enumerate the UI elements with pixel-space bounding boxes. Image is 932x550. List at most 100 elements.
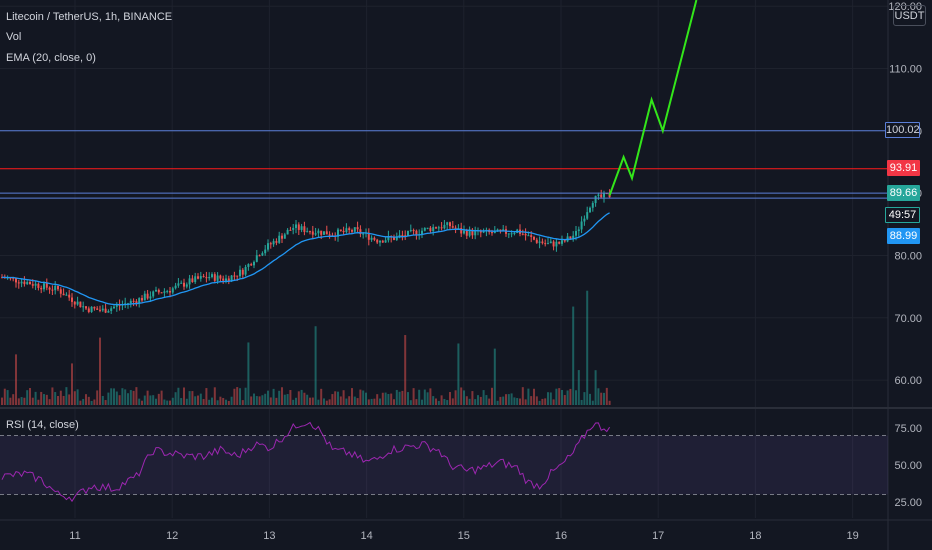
candle-body [258, 255, 261, 257]
candle-body [359, 229, 362, 235]
price-tick-label: 110.00 [889, 64, 922, 76]
candle-body [339, 229, 342, 231]
volume-bar [90, 400, 93, 405]
candle-body [533, 236, 535, 240]
volume-bar [281, 387, 283, 405]
volume-bar [107, 392, 110, 405]
volume-bar [292, 399, 295, 405]
candle-body [289, 229, 292, 231]
candle-body [356, 227, 359, 230]
candle-body [183, 282, 185, 287]
volume-bar [65, 387, 68, 405]
candle-body [362, 233, 365, 235]
volume-bar [435, 398, 437, 405]
candle-countdown-badge: 49:57 [885, 207, 920, 223]
candle-body [309, 231, 311, 233]
candle-body [373, 237, 376, 240]
projection-path[interactable] [608, 0, 698, 196]
volume-bar [205, 388, 208, 405]
currency-unit-button[interactable]: USDT [893, 5, 926, 26]
volume-bar [31, 397, 34, 405]
candle-body [381, 240, 384, 243]
volume-bar [155, 398, 157, 405]
volume-bar [48, 399, 51, 405]
candle-body [510, 233, 513, 235]
candle-body [603, 193, 605, 198]
volume-bar [202, 399, 205, 405]
volume-bar [169, 400, 171, 405]
candle-body [199, 276, 202, 279]
volume-bar [583, 392, 586, 405]
candle-body [43, 283, 45, 290]
candle-body [225, 278, 227, 281]
volume-bar [311, 397, 314, 405]
volume-bar [561, 389, 563, 405]
volume-bar [222, 397, 225, 405]
candle-body [152, 291, 155, 297]
candle-body [171, 288, 174, 293]
volume-bar [479, 396, 482, 405]
candle-body [561, 240, 563, 244]
candle-body [401, 234, 404, 236]
volume-bar [395, 389, 398, 405]
volume-bar [241, 400, 244, 405]
volume-bar [87, 396, 90, 405]
volume-bar [580, 399, 583, 405]
candle-body [594, 195, 597, 204]
volume-bar [351, 388, 353, 405]
volume-bar [600, 392, 603, 405]
volume-bar [37, 399, 40, 405]
candle-body [320, 230, 323, 235]
candle-body [563, 240, 566, 242]
volume-bar [160, 390, 163, 405]
volume-bar [603, 392, 605, 405]
candle-body [188, 278, 191, 285]
volume-bar [225, 399, 227, 405]
volume-bar [314, 326, 317, 405]
volume-bar [547, 392, 549, 405]
candle-body [379, 240, 381, 243]
price-tick-label: 70.00 [894, 313, 922, 325]
volume-bar [474, 399, 477, 405]
candle-body [409, 230, 412, 232]
candle-body [17, 282, 20, 284]
candle-body [367, 232, 370, 240]
ema-legend[interactable]: EMA (20, close, 0) [6, 52, 96, 64]
candle-body [544, 243, 547, 245]
volume-bar [401, 390, 404, 405]
volume-bar [398, 391, 401, 405]
volume-bar [468, 398, 471, 405]
candle-body [202, 276, 205, 278]
volume-bar [138, 398, 141, 405]
symbol-legend[interactable]: Litecoin / TetherUS, 1h, BINANCE [6, 11, 173, 23]
candle-body [569, 236, 572, 239]
volume-legend[interactable]: Vol [6, 31, 22, 43]
volume-bar [373, 398, 376, 405]
volume-bar [342, 390, 345, 405]
volume-bar [6, 390, 9, 405]
volume-bar [283, 394, 286, 405]
candle-body [87, 308, 90, 312]
candle-body [348, 228, 351, 231]
candle-body [552, 241, 555, 247]
volume-bar [597, 388, 600, 405]
volume-bar [295, 397, 297, 405]
volume-bar [356, 398, 359, 405]
candle-body [244, 266, 247, 275]
volume-bar [465, 396, 468, 405]
volume-bar [20, 397, 23, 405]
rsi-legend[interactable]: RSI (14, close) [6, 419, 79, 431]
candle-body [471, 229, 474, 236]
volume-bar [174, 392, 177, 405]
candle-body [437, 227, 440, 229]
horizontal-levels[interactable] [0, 130, 888, 199]
candle-body [222, 278, 225, 281]
volume-bar [381, 392, 384, 405]
candle-body [482, 231, 485, 233]
volume-bar [306, 394, 309, 405]
candle-body [169, 291, 171, 293]
candle-body [194, 276, 197, 283]
rsi-band-fill [0, 435, 888, 495]
volume-bar [127, 393, 129, 405]
